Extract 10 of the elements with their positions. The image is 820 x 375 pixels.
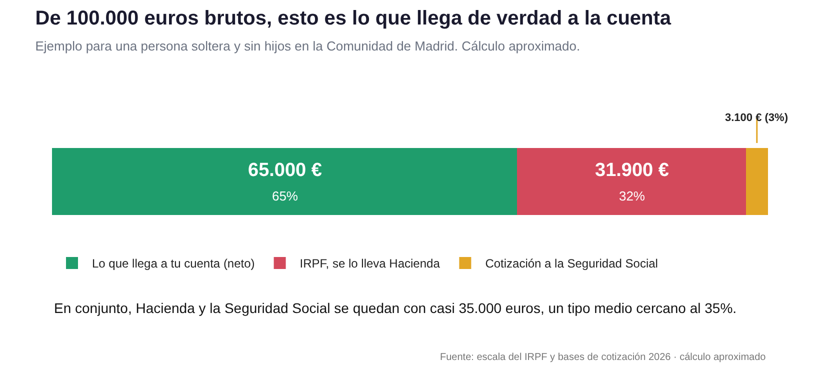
legend-label: Lo que llega a tu cuenta (neto)	[92, 256, 255, 271]
text: En conjunto, Hacienda y la Seguridad Social se quedan con casi 35.000 euros, un tipo medio cercano al 35%.	[54, 300, 737, 316]
legend-label: Cotización a la Seguridad Social	[485, 256, 658, 271]
data-label: 3.100 € (3%)	[725, 112, 788, 124]
chart-title: De 100.000 euros brutos, esto es lo que llega de verdad a la cuenta	[35, 7, 672, 30]
legend-label: IRPF, se lo lleva Hacienda	[300, 256, 440, 271]
chart-subtitle: Ejemplo para una persona soltera y sin hijos en la Comunidad de Madrid. Cálculo aproximado.	[35, 38, 580, 54]
data-label: 31.900 € 32%	[595, 160, 670, 204]
data-label: 65.000 € 65%	[248, 160, 322, 204]
source-note: Fuente: escala del IRPF y bases de cotización 2026 · cálculo aproximado	[440, 352, 766, 363]
